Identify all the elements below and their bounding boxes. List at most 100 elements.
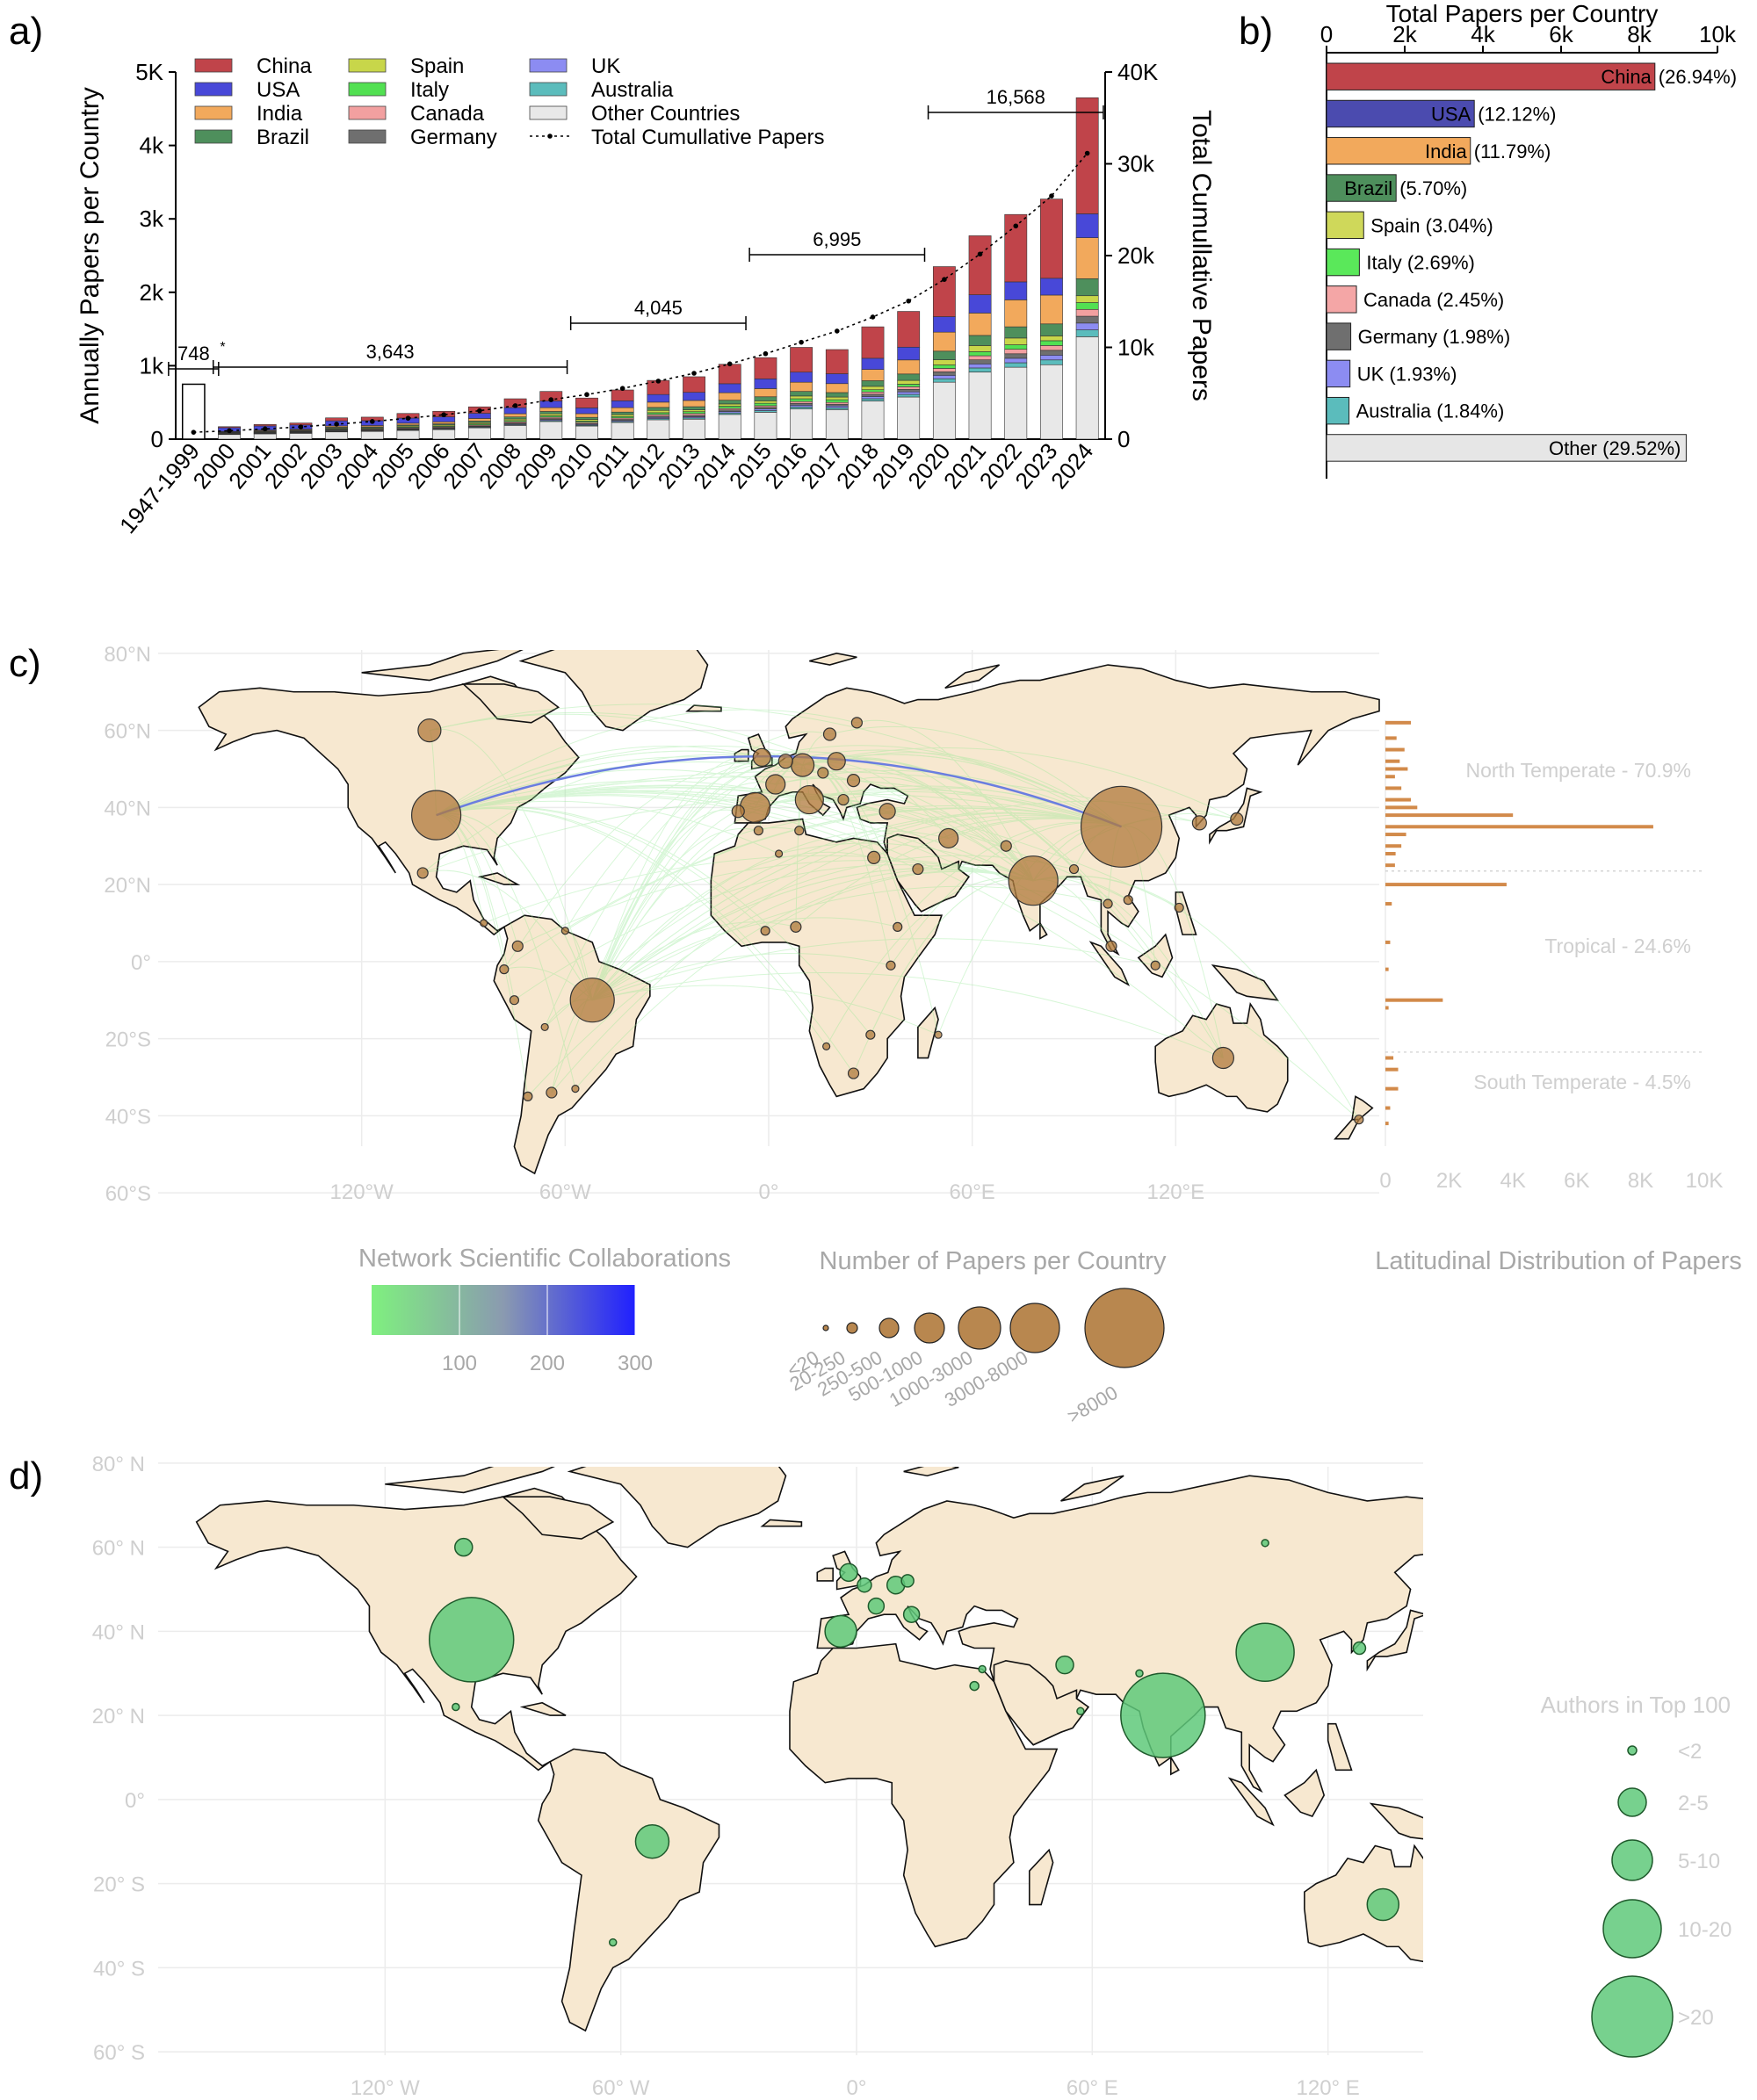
lat-label: 20°S [105,1028,151,1052]
lon-label: 120° W [351,2076,420,2100]
lon-label: 60°E [950,1180,995,1204]
panel-c-collaboration-map: 80°N 60°N 40°N 20°N 0° 20°S 40°S 60°S 120°W 60°W 0… [104,643,1741,1427]
collaboration-link [802,747,1238,819]
histogram-bar [1385,786,1402,790]
legend-label: Other Countries [591,102,740,126]
collaboration-link [565,807,1122,932]
bar-segment-other-countries [968,372,992,440]
cumulative-point [906,298,911,304]
collaboration-link [591,851,874,1001]
bar-segment-usa [1004,281,1028,300]
bar-segment-brazil [754,396,777,401]
bar-segment-china [897,311,921,348]
author-bubble [1261,1539,1269,1548]
chart-title: Total Papers per Country [1386,0,1659,27]
lat-label: 40°S [105,1105,151,1129]
country-bubble [837,793,850,806]
cumulative-point [262,426,268,432]
lat-label: 0° [125,1789,145,1813]
x-tick-label: 6k [1549,21,1573,47]
bar-segment-china [683,376,705,393]
bar-rect-italy [1326,248,1360,277]
bar-segment-other-countries [861,401,885,440]
bar-segment-india [575,413,598,418]
landmass-eurasia [734,664,1380,956]
cumulative-point [584,392,589,398]
lon-label: 120°W [330,1180,394,1204]
cumulative-point [298,424,304,429]
country-bubble [938,827,959,849]
bar-rect-india [1326,137,1471,165]
cumulative-point [191,429,197,435]
bar-segment-italy [897,384,921,387]
bar-segment-other-countries [790,408,813,440]
country-bubble [523,1091,533,1101]
collaboration-link [809,794,1034,882]
papers-legend-bubble [1009,1303,1060,1353]
cumulative-point [441,412,446,418]
bar-segment-spain [968,345,992,352]
landmass-greenland [567,1467,787,1548]
country-bubble [752,747,771,767]
bar-segment-other-countries [825,409,849,440]
lat-label: 60° S [93,2041,145,2065]
legend-point [547,134,553,139]
cumulative-point [370,419,375,424]
legend-label: Brazil [257,126,309,149]
lat-label: 60° N [92,1537,145,1561]
collaboration-link [829,725,1122,827]
landmass-arctic1 [361,650,524,682]
collaboration-link [785,749,1122,827]
bar-label: Italy (2.69%) [1366,252,1475,274]
bar-segment-italy [825,399,849,403]
cumulative-point [477,408,482,414]
bar-segment-usa [611,401,634,408]
bar-segment-australia [1075,329,1099,337]
collaboration-link [591,830,949,1001]
y-tick-label: 4k [140,133,164,159]
bar-segment-germany [968,359,992,364]
bar-segment-australia [790,407,813,409]
collaboration-link [802,754,1122,827]
bar-segment-india [432,422,456,424]
bar-segment-brazil [897,373,921,381]
authors-legend-label: 2-5 [1678,1792,1709,1815]
x-tick-label: 4k [1471,21,1495,47]
collaboration-link [1033,875,1360,1120]
bar-stack [1075,97,1099,440]
bar-segment-germany [825,403,849,407]
x-tick-label: 10k [1699,21,1737,47]
collaboration-link [799,807,1122,832]
lon-label: 60° E [1066,2076,1118,2100]
author-bubble [1055,1655,1074,1675]
panel-label-c: c) [9,642,41,685]
lat-label: 60°S [105,1182,151,1206]
collaboration-link [775,777,1034,882]
landmass-sumatra [1227,1777,1275,1827]
histogram-bar [1385,797,1412,802]
colorbar-tick-label: 300 [618,1352,653,1375]
papers-legend-bubble [822,1324,829,1331]
country-bubble [1008,855,1059,906]
cumulative-point [334,422,339,427]
bar-name-label: India [1425,141,1467,162]
bar-segment-usa [647,393,670,403]
bar-segment-spain [932,359,956,365]
cumulative-point [405,415,411,421]
bar-segment-usa [1040,278,1063,296]
landmass-borneo [1137,933,1174,978]
histogram-bar [1385,967,1389,971]
bar-segment-china [968,235,992,295]
legend-label: Italy [410,78,449,102]
lat-label: 20° N [92,1705,145,1728]
legend-label: Spain [410,54,464,78]
histogram-bar [1385,720,1412,725]
landmass-baffin [461,683,560,724]
network-legend-title: Network Scientific Collaborations [358,1245,731,1273]
landmass-newguinea [1211,964,1279,1001]
collaboration-link [436,786,1007,847]
bar: Germany (1.98%) [1326,322,1510,350]
lat-label: 20° S [93,1873,145,1897]
bar-segment-india [861,369,885,381]
lat-label: 20°N [104,874,151,898]
